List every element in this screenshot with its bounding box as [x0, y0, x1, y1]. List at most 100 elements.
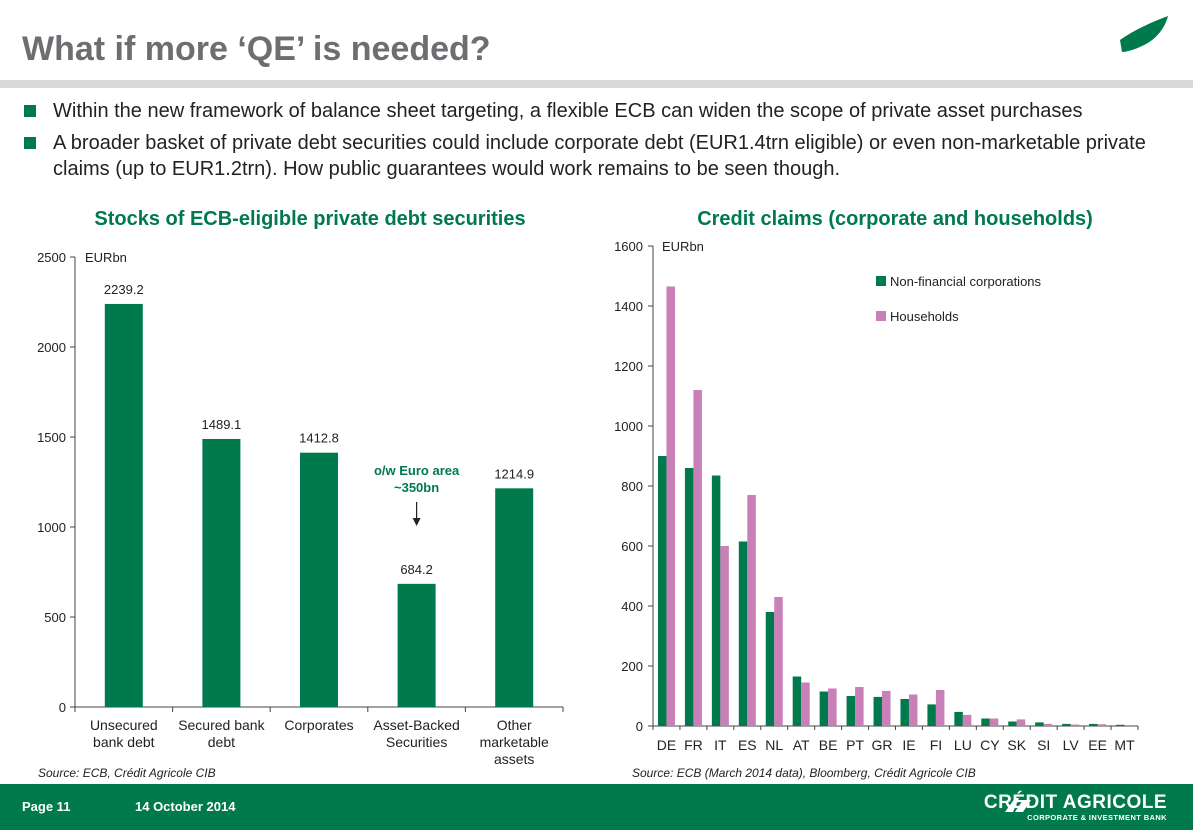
y-axis-unit-label: EURbn [85, 250, 127, 265]
y-tick-label: 800 [621, 479, 643, 494]
eligible-securities-chart: 0 500 1000 1500 2000 2500 EURbn 2239.2 Unsecured… [37, 250, 564, 767]
bar-corporations [819, 691, 829, 726]
y-tick-label: 1200 [614, 359, 643, 374]
y-tick-label: 1000 [37, 520, 66, 535]
x-category-label: Corporates [284, 717, 353, 733]
bar-households [989, 718, 999, 726]
x-category-label: SK [1007, 737, 1026, 753]
legend-label: Non-financial corporations [890, 274, 1042, 289]
credit-claims-chart: 0 200 400 600 800 1000 1200 1400 1600 EURbn DE FR IT… [614, 239, 1139, 753]
bar-households [935, 690, 945, 726]
x-category-label: ES [738, 737, 757, 753]
bar [202, 438, 241, 707]
bar-households [855, 687, 864, 726]
legend-swatch [876, 311, 886, 321]
right-chart-source: Source: ECB (March 2014 data), Bloomberg… [632, 766, 976, 780]
bar-corporations [1035, 722, 1044, 726]
bar-households [1016, 719, 1026, 726]
left-chart-title: Stocks of ECB-eligible private debt secu… [94, 208, 526, 230]
x-category-label: GR [872, 737, 893, 753]
y-tick-label: 500 [44, 610, 66, 625]
y-tick-label: 200 [621, 659, 643, 674]
bar-corporations [927, 704, 936, 726]
legend-swatch [876, 276, 886, 286]
brand-logo: CRÉDIT AGRICOLE CORPORATE & INVESTMENT B… [984, 793, 1167, 822]
bar-corporations [900, 699, 909, 726]
bar-value-label: 1412.8 [299, 431, 339, 446]
bar-households [747, 495, 756, 726]
right-chart-title: Credit claims (corporate and households) [697, 208, 1093, 230]
bar [300, 452, 338, 707]
x-category-label: DE [657, 737, 676, 753]
bullet-text: Within the new framework of balance shee… [53, 100, 1083, 122]
bar-households [882, 690, 891, 726]
bar-corporations [1008, 721, 1017, 726]
x-category-label: PT [846, 737, 864, 753]
left-chart-source: Source: ECB, Crédit Agricole CIB [38, 766, 216, 780]
y-tick-label: 0 [636, 719, 643, 734]
x-category-label: LV [1063, 737, 1080, 753]
brand-logo-icon [1005, 798, 1031, 812]
x-category-label: MT [1114, 737, 1135, 753]
annotation-arrowhead-icon [412, 518, 421, 526]
footer-bar: Page 11 14 October 2014 CRÉDIT AGRICOLE … [0, 784, 1193, 830]
bar-corporations [684, 468, 694, 726]
y-tick-label: 1000 [614, 419, 643, 434]
footer-date: 14 October 2014 [135, 799, 236, 814]
bar-households [1070, 724, 1080, 726]
bar-corporations [765, 612, 775, 726]
x-category-label: Other [497, 717, 532, 733]
bar-households [720, 546, 729, 726]
x-category-label: Asset-Backed [373, 717, 459, 733]
x-category-label: LU [954, 737, 972, 753]
bar-corporations [738, 541, 748, 726]
bar-corporations [846, 696, 856, 726]
bar-households [774, 597, 783, 726]
bar-corporations [1089, 723, 1098, 726]
bar-corporations [657, 456, 667, 726]
bar-households [801, 682, 810, 726]
y-tick-label: 400 [621, 599, 643, 614]
bar-corporations [954, 711, 963, 726]
x-category-label: NL [765, 737, 783, 753]
x-category-label: marketable [480, 734, 549, 750]
annotation-text: o/w Euro area [374, 463, 460, 478]
bullet-item: Within the new framework of balance shee… [22, 98, 1182, 124]
x-category-label: bank debt [93, 734, 155, 750]
bar-corporations [711, 475, 721, 726]
x-category-label: FI [930, 737, 942, 753]
page-title: What if more ‘QE’ is needed? [22, 30, 491, 68]
bar-households [693, 390, 702, 726]
y-tick-label: 1600 [614, 239, 643, 254]
bar-households [1043, 723, 1053, 726]
x-category-label: AT [793, 737, 810, 753]
bar-households [666, 286, 675, 726]
x-category-label: IT [714, 737, 727, 753]
bar-corporations [981, 718, 990, 726]
bar [397, 583, 436, 707]
x-category-label: Secured bank [178, 717, 265, 733]
y-tick-label: 600 [621, 539, 643, 554]
x-category-label: SI [1037, 737, 1050, 753]
bullet-list: Within the new framework of balance shee… [22, 98, 1182, 188]
bar-value-label: 2239.2 [104, 282, 144, 297]
y-tick-label: 0 [59, 700, 66, 715]
x-category-label: EE [1088, 737, 1107, 753]
page-number: Page 11 [22, 799, 71, 814]
bullet-square-icon [24, 105, 36, 117]
brand-name: CRÉDIT AGRICOLE [983, 792, 1167, 813]
brand-leaf-icon [1120, 16, 1168, 52]
bar-value-label: 684.2 [400, 562, 433, 577]
bar [495, 488, 534, 707]
brand-subtitle: CORPORATE & INVESTMENT BANK [1027, 813, 1167, 822]
title-divider [0, 80, 1193, 88]
bar [104, 303, 143, 707]
bar-corporations [1116, 724, 1125, 726]
bar-households [1097, 724, 1107, 726]
bar-corporations [792, 676, 802, 726]
bullet-text: A broader basket of private debt securit… [53, 132, 1146, 180]
annotation-text: ~350bn [394, 480, 439, 495]
y-tick-label: 2000 [37, 340, 66, 355]
x-category-label: Securities [386, 734, 447, 750]
bar-households [828, 688, 837, 726]
